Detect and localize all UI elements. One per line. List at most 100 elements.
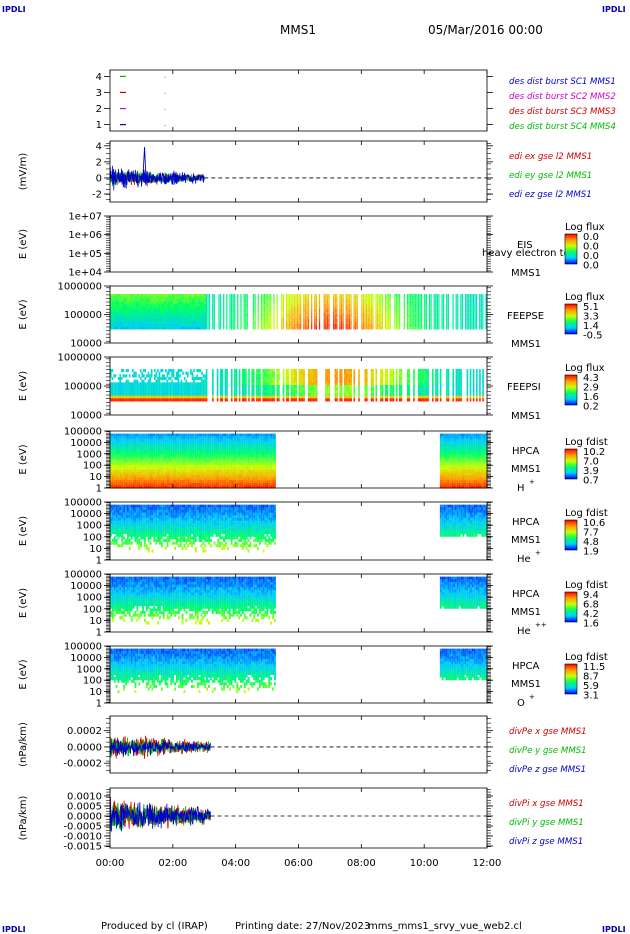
heat-cell — [377, 296, 379, 300]
heat-cell — [378, 309, 380, 312]
heat-cell — [110, 462, 112, 466]
heat-cell — [461, 294, 464, 297]
heat-cell — [369, 309, 371, 312]
heat-cell — [268, 309, 270, 312]
heat-cell — [278, 382, 280, 386]
heat-cell — [406, 390, 409, 394]
heat-cell — [350, 382, 352, 386]
heat-cell — [182, 314, 185, 317]
heat-cell — [127, 311, 130, 315]
heat-cell — [303, 299, 305, 302]
heat-cell — [226, 319, 228, 322]
heat-cell — [172, 374, 175, 378]
heat-cell — [301, 393, 304, 397]
heat-cell — [146, 395, 148, 399]
heat-cell — [307, 374, 310, 378]
heat-cell — [268, 390, 271, 394]
heat-cell — [336, 294, 338, 297]
heat-cell — [340, 387, 343, 391]
heat-cell — [171, 385, 173, 389]
heat-cell — [285, 324, 288, 327]
heat-cell — [246, 304, 248, 307]
heat-cell — [238, 387, 241, 391]
heat-cell — [441, 326, 443, 330]
heat-cell — [469, 385, 472, 389]
heat-cell — [350, 369, 352, 373]
heat-cell — [301, 382, 304, 386]
heat-cell — [168, 299, 171, 302]
heat-cell — [361, 304, 363, 307]
heat-cell — [125, 324, 128, 327]
heat-cell — [237, 304, 239, 307]
heat-cell — [153, 316, 157, 320]
heat-cell — [386, 296, 388, 300]
heat-cell — [479, 390, 481, 394]
heat-cell — [276, 299, 278, 302]
heat-cell — [443, 316, 445, 320]
heat-cell — [328, 314, 330, 317]
heat-cell — [460, 299, 462, 302]
heat-cell — [410, 326, 412, 330]
heat-cell — [216, 398, 219, 402]
heat-cell — [446, 304, 448, 307]
heat-cell — [276, 319, 278, 322]
heat-cell — [161, 326, 165, 330]
heat-cell — [480, 304, 482, 307]
heat-cell — [197, 296, 201, 300]
heat-cell — [110, 464, 112, 468]
heat-cell — [447, 377, 450, 381]
heat-cell — [298, 382, 301, 386]
heat-cell — [303, 395, 305, 399]
heat-cell — [366, 309, 368, 312]
heat-cell — [219, 321, 222, 325]
heat-cell — [306, 324, 308, 327]
y-tick-label: 3 — [96, 88, 102, 99]
heat-cell — [427, 393, 429, 397]
instrument-label: FEEPSI — [507, 382, 541, 393]
heat-cell — [262, 314, 264, 317]
heat-cell — [218, 306, 220, 310]
heat-cell — [190, 324, 193, 327]
heat-cell — [370, 379, 373, 383]
heat-cell — [336, 371, 338, 375]
heat-cell — [347, 309, 349, 312]
heat-cell — [367, 326, 369, 330]
heat-cell — [164, 301, 168, 305]
heat-cell — [285, 395, 288, 399]
heat-cell — [111, 316, 114, 320]
heat-cell — [254, 296, 256, 300]
heat-cell — [164, 382, 167, 386]
heat-cell — [285, 304, 288, 307]
heat-cell — [135, 374, 137, 378]
heat-cell — [172, 294, 176, 297]
heat-cell — [174, 324, 177, 327]
heat-cell — [273, 324, 275, 327]
heat-cell — [372, 301, 374, 305]
heat-cell — [122, 301, 125, 305]
heat-cell — [235, 398, 238, 402]
heat-cell — [293, 311, 295, 315]
heat-cell — [372, 390, 374, 394]
heat-cell — [224, 377, 227, 381]
heat-cell — [139, 296, 143, 300]
heat-cell — [436, 304, 438, 307]
y-tick-label: 1e+07 — [68, 212, 102, 223]
heat-cell — [347, 385, 349, 389]
heat-cell — [287, 395, 290, 399]
heat-cell — [325, 374, 327, 378]
heat-cell — [147, 321, 150, 325]
heat-cell — [237, 296, 239, 300]
heat-cell — [399, 379, 401, 383]
heat-cell — [179, 294, 182, 297]
heat-cell — [424, 314, 426, 317]
heat-cell — [157, 321, 160, 325]
heat-cell — [436, 324, 438, 327]
heat-cell — [369, 296, 371, 300]
heat-cell — [127, 379, 129, 383]
heat-cell — [347, 324, 349, 327]
heat-cell — [293, 306, 295, 310]
heat-cell — [259, 390, 261, 394]
heat-cell — [111, 443, 114, 448]
heat-cell — [202, 395, 205, 399]
heat-cell — [419, 382, 422, 386]
